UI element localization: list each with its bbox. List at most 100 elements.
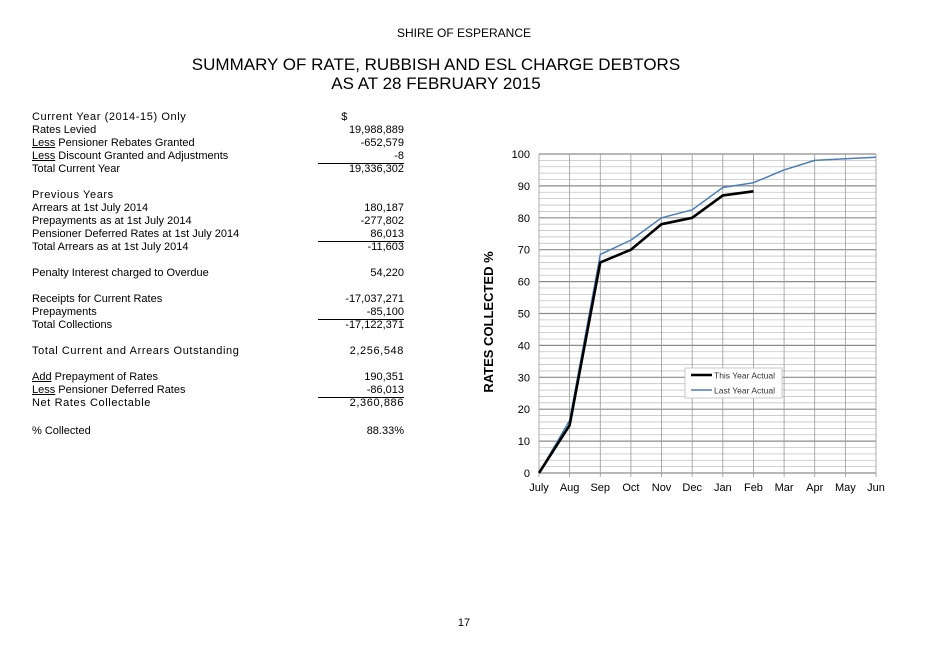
y-tick-label: 70 — [518, 245, 530, 257]
row-prefix: Less — [32, 137, 56, 149]
rates-collected-chart: July Aug Sep Oct Nov Dec Jan Feb Mar Apr May Jun 0 10… — [481, 149, 885, 494]
y-tick-label: 100 — [512, 149, 530, 161]
row-label: Receipts for Current Rates — [32, 293, 162, 306]
row-label-text: Rates Levied — [32, 124, 97, 136]
report-date: AS AT 28 FEBRUARY 2015 — [331, 74, 541, 93]
series-line-this-year — [537, 190, 754, 474]
row-prefix: Less — [32, 150, 56, 162]
row-label-text: Prepayment of Rates — [51, 371, 158, 383]
summary-row: Arrears at 1st July 2014 180,187 — [32, 202, 404, 215]
legend-label: This Year Actual — [714, 371, 775, 381]
x-tick-label: Jun — [867, 482, 885, 494]
summary-row: Penalty Interest charged to Overdue 54,22… — [32, 267, 404, 280]
row-value: 19,988,889 — [348, 124, 404, 136]
x-tick-label: Oct — [622, 482, 639, 494]
row-label: Add Prepayment of Rates — [32, 371, 158, 384]
row-value: 2,256,548 — [349, 345, 404, 357]
row-label: Prepayments — [32, 306, 97, 319]
row-value: -85,100 — [366, 306, 404, 318]
summary-row: Less Pensioner Deferred Rates -86,013 — [32, 384, 404, 397]
x-tick-label: May — [835, 482, 856, 494]
legend-label: Last Year Actual — [714, 386, 775, 396]
row-value: -277,802 — [360, 215, 404, 227]
y-tick-label: 30 — [518, 372, 530, 384]
row-label-text: Total Current Year — [32, 163, 121, 175]
row-label-text: Pensioner Deferred Rates at 1st July 201… — [32, 228, 240, 240]
row-value: 54,220 — [370, 267, 404, 279]
row-label: Total Current and Arrears Outstanding — [32, 345, 239, 358]
row-label: Less Pensioner Deferred Rates — [32, 384, 185, 397]
x-tick-label: Apr — [806, 482, 823, 494]
x-tick-label: Mar — [775, 482, 794, 494]
x-tick-label: Aug — [560, 482, 580, 494]
organisation-name: SHIRE OF ESPERANCE — [396, 26, 532, 40]
row-label: Net Rates Collectable — [32, 397, 151, 410]
row-label: Total Arrears as at 1st July 2014 — [32, 241, 189, 254]
y-tick-label: 40 — [518, 340, 530, 352]
row-value: -652,579 — [360, 137, 404, 149]
row-label: Penalty Interest charged to Overdue — [32, 267, 209, 280]
row-value: 86,013 — [370, 228, 404, 240]
row-value: 2,360,886 — [349, 397, 404, 409]
row-label-text: Prepayments — [32, 306, 97, 318]
row-value: 88.33% — [366, 425, 404, 437]
x-tick-label: Sep — [590, 482, 610, 494]
x-tick-label: July — [529, 482, 549, 494]
x-tick-label: Nov — [652, 482, 672, 494]
summary-row: Pensioner Deferred Rates at 1st July 201… — [32, 228, 404, 241]
row-value: $ — [341, 111, 348, 123]
summary-row: Total Current Year 19,336,302 — [32, 163, 404, 176]
y-tick-label: 90 — [518, 181, 530, 193]
row-prefix: Less — [32, 384, 56, 396]
row-value: -17,037,271 — [345, 293, 404, 305]
row-label-text: Total Current and Arrears Outstanding — [32, 345, 240, 357]
summary-row: Net Rates Collectable 2,360,886 — [32, 397, 404, 410]
summary-row: Previous Years — [32, 189, 404, 202]
y-tick-label: 0 — [524, 468, 530, 480]
row-label: Total Collections — [32, 319, 112, 332]
summary-row: Total Current and Arrears Outstanding 2,2… — [32, 345, 404, 358]
row-label-text: Prepayments as at 1st July 2014 — [32, 215, 192, 227]
row-label: % Collected — [32, 425, 91, 438]
row-label-text: Previous Years — [32, 189, 114, 201]
total-rule — [318, 241, 404, 242]
row-label-text: Current Year (2014-15) Only — [32, 111, 187, 123]
row-prefix: Add — [32, 371, 52, 383]
y-tick-label: 20 — [518, 404, 530, 416]
summary-row: Add Prepayment of Rates 190,351 — [32, 371, 404, 384]
summary-row: Rates Levied 19,988,889 — [32, 124, 404, 137]
summary-row: Prepayments as at 1st July 2014 -277,802 — [32, 215, 404, 228]
summary-row: Receipts for Current Rates -17,037,271 — [32, 293, 404, 306]
row-value: -8 — [394, 150, 404, 162]
y-tick-label: 50 — [518, 309, 530, 321]
legend-box — [684, 367, 783, 399]
summary-row: Prepayments -85,100 — [32, 306, 404, 319]
summary-row: Less Pensioner Rebates Granted -652,579 — [32, 137, 404, 150]
row-label: Current Year (2014-15) Only — [32, 111, 186, 124]
summary-row: Less Discount Granted and Adjustments -8 — [32, 150, 404, 163]
report-title: SUMMARY OF RATE, RUBBISH AND ESL CHARGE … — [191, 55, 681, 74]
total-rule — [318, 319, 404, 320]
summary-row: Total Collections -17,122,371 — [32, 319, 404, 332]
x-tick-label: Jan — [714, 482, 732, 494]
row-label: Previous Years — [32, 189, 114, 202]
row-label-text: Pensioner Rebates Granted — [55, 137, 195, 149]
row-label: Pensioner Deferred Rates at 1st July 201… — [32, 228, 239, 241]
y-tick-label: 60 — [518, 277, 530, 289]
row-label-text: % Collected — [32, 425, 91, 437]
row-label: Less Discount Granted and Adjustments — [32, 150, 228, 163]
row-value: 19,336,302 — [348, 163, 404, 175]
series-line-last-year — [538, 156, 877, 474]
row-label: Rates Levied — [32, 124, 96, 137]
summary-row: Current Year (2014-15) Only $ — [32, 111, 404, 124]
row-label-text: Total Collections — [32, 319, 113, 331]
row-value: -17,122,371 — [345, 319, 404, 331]
row-label-text: Penalty Interest charged to Overdue — [32, 267, 209, 279]
row-label-text: Pensioner Deferred Rates — [55, 384, 186, 396]
row-value: -86,013 — [366, 384, 404, 396]
row-label-text: Total Arrears as at 1st July 2014 — [32, 241, 189, 253]
summary-row: Total Arrears as at 1st July 2014 -11,603 — [32, 241, 404, 254]
row-label: Arrears at 1st July 2014 — [32, 202, 148, 215]
row-value: 190,351 — [364, 371, 404, 383]
row-label: Prepayments as at 1st July 2014 — [32, 215, 192, 228]
